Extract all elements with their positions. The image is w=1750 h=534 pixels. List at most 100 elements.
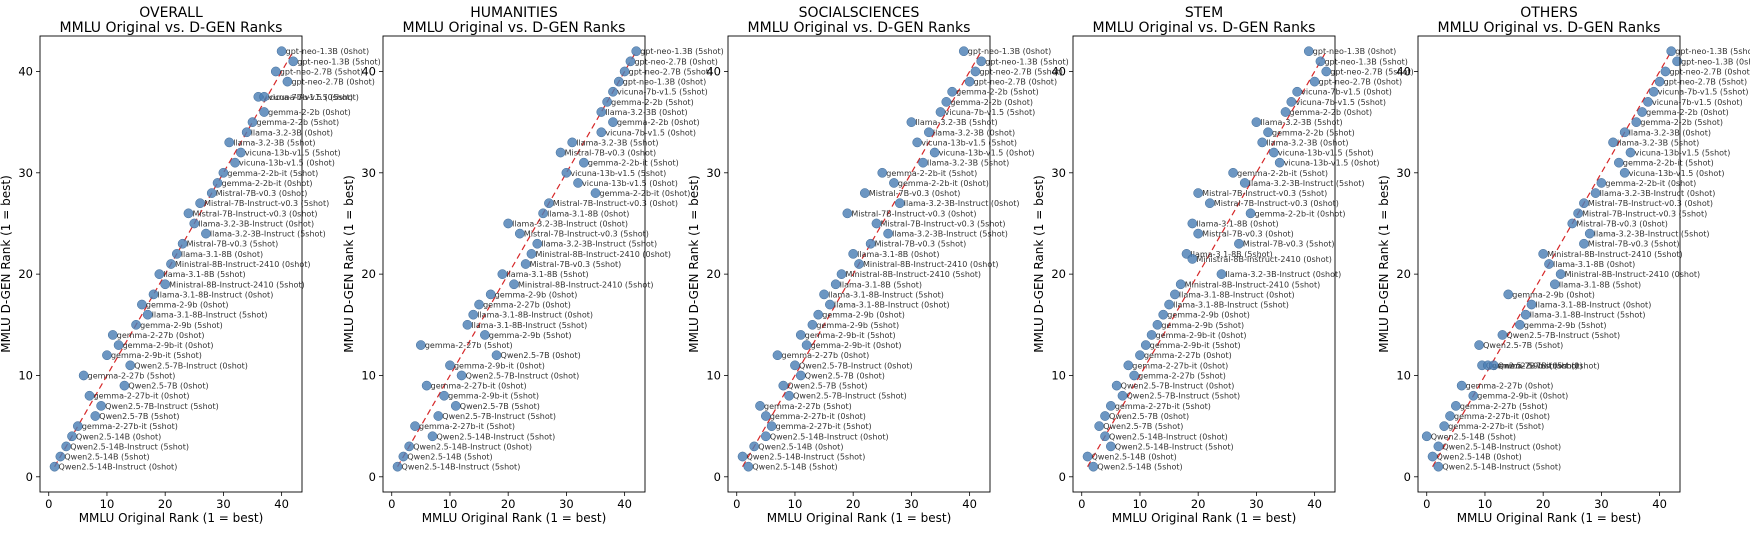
x-tick-label: 10 [100,497,115,511]
data-point [830,279,841,290]
x-tick-label: 0 [388,497,395,511]
data-point [392,461,403,472]
data-point [1526,299,1537,310]
data-point [854,259,864,269]
data-point [1584,228,1595,239]
point-label: gemma-2-27b (0shot) [483,301,571,310]
data-point [883,228,893,239]
point-label: Mistral-7B-Instruct-v0.3 (5shot) [1202,189,1327,198]
point-label: vicuna-13b-v1.5 (5shot) [921,138,1017,147]
data-point [608,86,618,97]
data-point [964,76,975,87]
x-axis-label: MMLU Original Rank (1 = best) [79,511,264,525]
data-point [737,451,748,462]
point-label: Ministral-8B-Instruct-2410 (5shot) [518,280,654,289]
data-point [1573,208,1583,219]
data-point [212,178,223,188]
data-point [906,117,917,127]
point-label: llama-3.2-3B (0shot) [605,108,687,117]
data-point [871,218,882,229]
data-point [602,97,613,107]
point-label: Qwen2.5-14B-Instruct (5shot) [436,432,555,441]
data-point [1204,198,1215,209]
data-point [131,319,141,330]
point-label: vicuna-13b-v1.5 (0shot) [582,179,678,188]
x-tick-label: 30 [904,497,919,511]
data-point [1129,370,1139,381]
point-label: gemma-2-9b-it (0shot) [454,361,545,370]
point-label: Mistral-7B-Instruct-v0.3 (0shot) [192,209,317,218]
y-tick-label: 20 [1051,267,1066,281]
point-label: llama-3.1-8B-Instruct (5shot) [828,290,944,299]
point-label: gpt-neo-1.3B (5shot) [1324,57,1407,66]
x-tick-label: 40 [1307,497,1322,511]
data-point [1263,127,1273,138]
point-label: gemma-2-9b (0shot) [822,311,905,320]
x-tick-label: 20 [1191,497,1206,511]
x-tick-label: 30 [1594,497,1609,511]
data-point [608,117,618,127]
data-point [154,269,165,279]
data-point [1175,279,1186,290]
data-point [958,46,969,57]
point-label: vicuna-13b-v1.5 (0shot) [239,159,335,168]
point-label: gpt-neo-1.3B (0shot) [1313,47,1396,56]
data-point [772,350,783,361]
point-label: Qwen2.5-14B-Instruct (0shot) [413,442,532,451]
y-tick-label: 10 [706,368,721,382]
data-point [1193,188,1204,198]
data-point [842,208,853,219]
data-point [619,66,630,77]
data-point [439,390,449,401]
data-point [201,228,211,239]
point-label: Qwen2.5-14B-Instruct (0shot) [770,432,889,441]
data-point [1619,127,1630,138]
data-point [1164,299,1174,310]
data-point [1421,431,1432,442]
point-label: llama-3.2-3B-Instruct (0shot) [1225,270,1341,279]
point-label: Qwen2.5-7B-Instruct (0shot) [799,361,913,370]
data-point [1445,411,1455,421]
point-label: Qwen2.5-14B-Instruct (0shot) [59,463,178,472]
x-axis-label: MMLU Original Rank (1 = best) [1457,511,1642,525]
point-label: gpt-neo-2.7B (5shot) [979,67,1062,76]
point-label: Qwen2.5-14B (5shot) [1431,432,1516,441]
point-label: gpt-neo-2.7B (0shot) [974,78,1057,87]
data-point [1082,451,1093,462]
data-point [259,107,270,117]
point-label: vicuna-7b-v1.5 (5shot) [617,88,708,97]
point-label: Qwen2.5-14B-Instruct (5shot) [1115,442,1234,451]
point-label: gpt-neo-1.3B (0shot) [968,47,1051,56]
data-point [947,86,958,97]
x-tick-label: 20 [501,497,516,511]
point-label: Mistral-7B-Instruct-v0.3 (0shot) [851,209,976,218]
data-point [1280,107,1291,117]
data-point [218,167,229,178]
point-label: gemma-2-2b-it (5shot) [1623,159,1714,168]
point-label: Ministral-8B-Instruct-2410 (0shot) [863,260,999,269]
data-point [1286,97,1297,107]
point-label: Qwen2.5-14B (0shot) [1437,453,1522,462]
data-point [538,208,548,219]
x-axis-label: MMLU Original Rank (1 = best) [1112,511,1297,525]
data-point [631,46,642,57]
data-point [236,147,246,158]
data-point [1433,461,1444,472]
data-point [567,137,578,148]
x-tick-label: 20 [1536,497,1551,511]
point-label: Ministral-8B-Instruct-2410 (0shot) [1565,270,1701,279]
data-point [410,421,420,431]
point-label: llama-3.1-8B (5shot) [840,280,922,289]
data-point [241,127,252,138]
point-label: Mistral-7B-v0.3 (5shot) [187,240,279,249]
point-label: gemma-2-27b-it (0shot) [431,382,527,391]
point-label: gpt-neo-2.7B (0shot) [634,57,717,66]
data-point [1274,157,1285,168]
axes-frame [382,35,646,493]
y-axis-label: MMLU D-GEN Rank (1 = best) [1032,175,1046,353]
data-point [573,178,583,188]
point-label: Mistral-7B-v0.3 (0shot) [216,189,308,198]
point-label: Qwen2.5-14B-Instruct (5shot) [402,463,521,472]
point-label: gemma-2-2b-it (0shot) [898,179,989,188]
panel-title: MMLU Original vs. D-GEN Ranks [403,20,626,36]
